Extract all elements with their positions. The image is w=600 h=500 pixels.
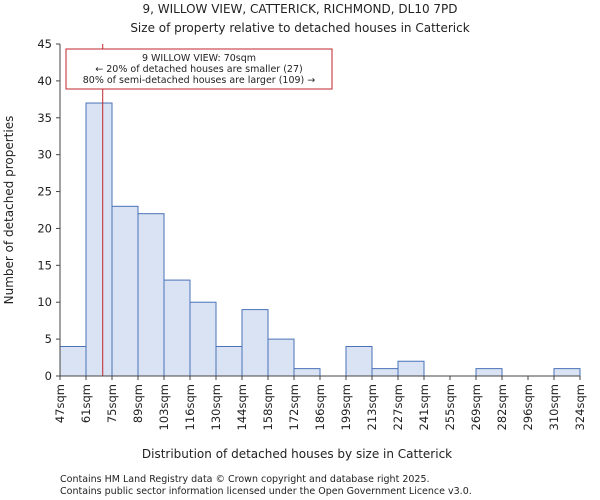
y-tick-label-30: 30 <box>37 148 52 162</box>
y-tick-label-20: 20 <box>37 221 52 235</box>
bar-172sqm <box>293 368 321 377</box>
bar-47sqm <box>59 345 87 377</box>
y-tick-label-0: 0 <box>45 369 52 383</box>
bar-103sqm <box>163 279 191 377</box>
y-tick-label-15: 15 <box>37 258 52 272</box>
bar-213sqm <box>371 368 399 377</box>
y-tick-label-35: 35 <box>37 111 52 125</box>
x-tick-label-61sqm: 61sqm <box>79 384 93 423</box>
footer-line-1: Contains HM Land Registry data © Crown c… <box>60 474 430 485</box>
bar-130sqm <box>215 345 243 377</box>
bar-310sqm <box>553 368 581 377</box>
x-tick-label-310sqm: 310sqm <box>547 384 561 430</box>
y-tick-label-10: 10 <box>37 295 52 309</box>
y-tick-label-40: 40 <box>37 74 52 88</box>
chart-subtitle: Size of property relative to detached ho… <box>130 21 469 35</box>
bar-199sqm <box>345 345 373 377</box>
x-ticks-group: 47sqm 61sqm 75sqm 89sqm 103sqm 116sqm 130sqm 14… <box>53 376 587 430</box>
x-tick-label-130sqm: 130sqm <box>209 384 223 430</box>
x-tick-label-158sqm: 158sqm <box>261 384 275 430</box>
bar-269sqm <box>475 368 503 377</box>
bar-227sqm <box>397 360 425 377</box>
x-tick-label-324sqm: 324sqm <box>573 384 587 430</box>
x-tick-label-227sqm: 227sqm <box>391 384 405 430</box>
x-tick-label-199sqm: 199sqm <box>339 384 353 430</box>
y-tick-label-5: 5 <box>45 332 52 346</box>
x-axis-label: Distribution of detached houses by size … <box>142 447 452 461</box>
annotation-title: 9 WILLOW VIEW: 70sqm <box>142 53 256 64</box>
x-tick-label-116sqm: 116sqm <box>183 384 197 430</box>
y-tick-label-45: 45 <box>37 37 52 51</box>
x-tick-label-282sqm: 282sqm <box>495 384 509 430</box>
annotation-box: 9 WILLOW VIEW: 70sqm ← 20% of detached h… <box>65 48 333 90</box>
bar-75sqm <box>111 205 139 377</box>
annotation-frame <box>65 48 333 90</box>
x-tick-label-296sqm: 296sqm <box>521 384 535 430</box>
x-tick-label-75sqm: 75sqm <box>105 384 119 423</box>
bar-158sqm <box>267 338 295 377</box>
x-tick-label-269sqm: 269sqm <box>469 384 483 430</box>
x-tick-label-47sqm: 47sqm <box>53 384 67 423</box>
bars-group <box>59 102 581 377</box>
x-tick-label-172sqm: 172sqm <box>287 384 301 430</box>
annotation-smaller: ← 20% of detached houses are smaller (27… <box>95 64 302 75</box>
footer-line-2: Contains public sector information licen… <box>60 486 472 497</box>
x-tick-label-89sqm: 89sqm <box>131 384 145 423</box>
y-ticks-group: 0 5 10 15 20 25 30 35 40 45 <box>37 37 60 383</box>
chart-title: 9, WILLOW VIEW, CATTERICK, RICHMOND, DL1… <box>142 2 457 16</box>
x-tick-label-213sqm: 213sqm <box>365 384 379 430</box>
x-tick-label-186sqm: 186sqm <box>313 384 327 430</box>
bar-89sqm <box>137 213 165 377</box>
x-tick-label-103sqm: 103sqm <box>157 384 171 430</box>
annotation-larger: 80% of semi-detached houses are larger (… <box>83 75 316 86</box>
x-tick-label-255sqm: 255sqm <box>443 384 457 430</box>
y-axis-label: Number of detached properties <box>2 116 16 305</box>
bar-116sqm <box>189 301 217 377</box>
bar-144sqm <box>241 309 269 377</box>
bar-61sqm <box>85 102 113 377</box>
x-tick-label-144sqm: 144sqm <box>235 384 249 430</box>
y-tick-label-25: 25 <box>37 185 52 199</box>
x-tick-label-241sqm: 241sqm <box>417 384 431 430</box>
